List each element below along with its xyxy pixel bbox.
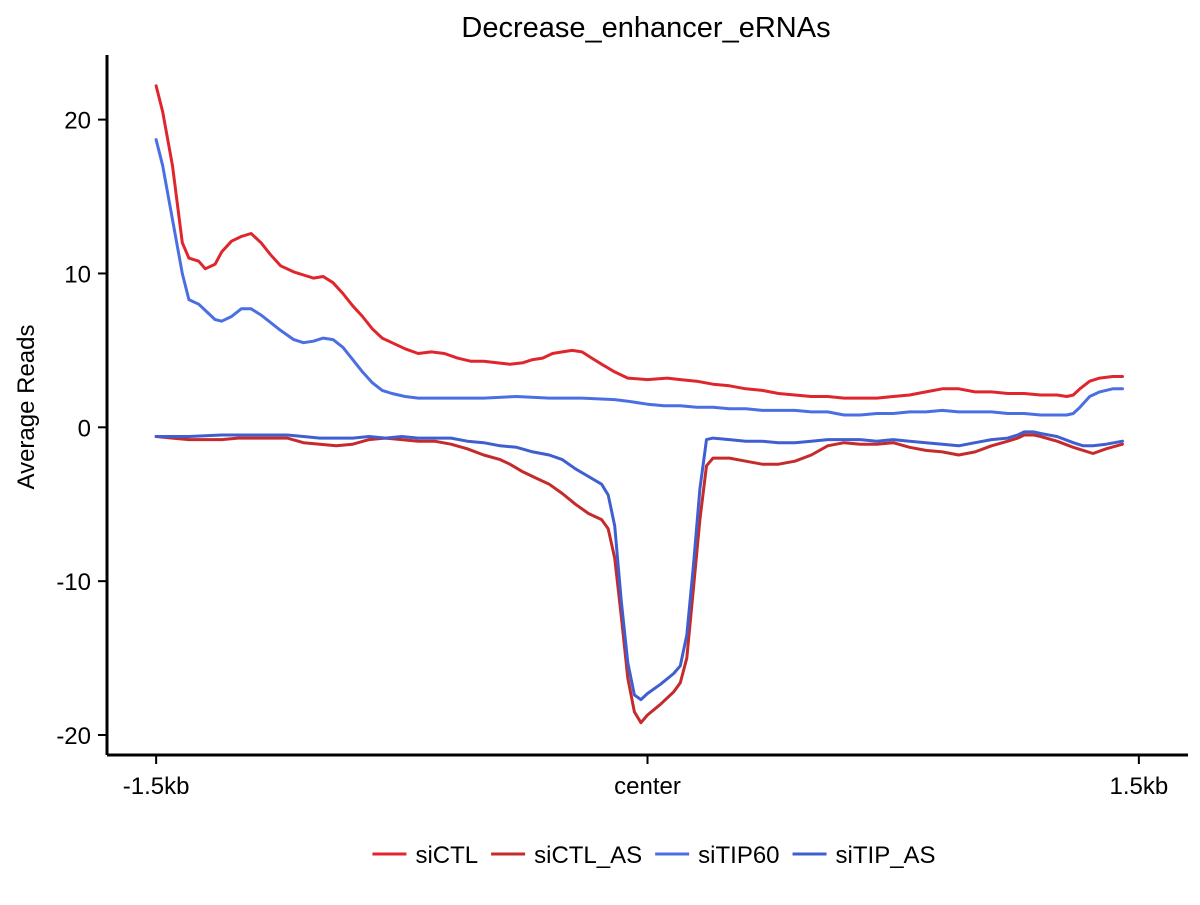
legend-label-sitip60: siTIP60 (698, 842, 779, 869)
legend: siCTL siCTL_AS siTIP60 siTIP_AS (372, 842, 936, 869)
legend-label-sictl-as: siCTL_AS (534, 842, 642, 869)
chart-title: Decrease_enhancer_eRNAs (461, 12, 830, 44)
plot-lines (154, 84, 1124, 725)
x-tick-label: -1.5kb (123, 773, 190, 800)
series-line-sictl-as (154, 433, 1124, 725)
x-tick-label: center (614, 773, 681, 800)
series-line-sitip-as (154, 430, 1124, 702)
legend-label-sictl: siCTL (415, 842, 478, 869)
legend-label-sitip-as: siTIP_AS (836, 842, 936, 869)
y-tick-label: -10 (56, 569, 91, 596)
series-line-sictl (154, 84, 1124, 400)
x-ticks: -1.5kb center 1.5kb (123, 755, 1168, 800)
y-tick-label: 10 (64, 261, 91, 288)
y-tick-label: 20 (64, 108, 91, 135)
x-tick-label: 1.5kb (1110, 773, 1169, 800)
y-ticks: 20 10 0 -10 -20 (56, 108, 107, 750)
y-tick-label: 0 (78, 415, 91, 442)
series-line-sitip60 (154, 138, 1124, 417)
y-tick-label: -20 (56, 723, 91, 750)
y-axis-label: Average Reads (13, 325, 40, 490)
